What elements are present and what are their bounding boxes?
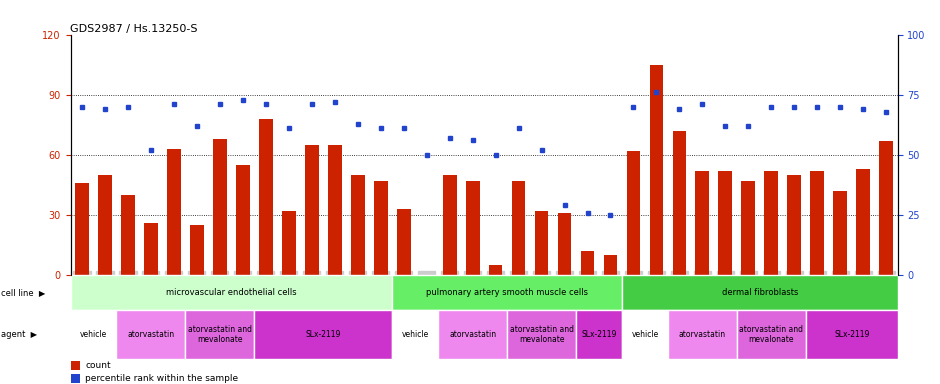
Bar (764, 171, 778, 275)
Bar (672, 131, 686, 275)
Text: atorvastatin and
mevalonate: atorvastatin and mevalonate (509, 324, 573, 344)
Bar (806, 310, 898, 359)
Bar (443, 175, 457, 275)
Bar (507, 310, 576, 359)
Text: percentile rank within the sample: percentile rank within the sample (86, 374, 239, 383)
Bar (213, 139, 227, 275)
Bar (622, 310, 668, 359)
Bar (834, 191, 847, 275)
Bar (603, 255, 618, 275)
Bar (718, 171, 732, 275)
Bar (144, 223, 158, 275)
Bar (856, 169, 870, 275)
Text: agent  ▶: agent ▶ (1, 330, 37, 339)
Bar (70, 310, 117, 359)
Text: GDS2987 / Hs.13250-S: GDS2987 / Hs.13250-S (70, 24, 198, 34)
Bar (328, 145, 341, 275)
Bar (121, 195, 134, 275)
Bar (557, 213, 572, 275)
Text: vehicle: vehicle (632, 330, 659, 339)
Bar (879, 141, 893, 275)
Bar (581, 251, 594, 275)
Bar (351, 175, 365, 275)
Bar (489, 265, 503, 275)
Bar (650, 65, 664, 275)
Bar (374, 181, 387, 275)
Bar (788, 175, 801, 275)
Bar (185, 310, 255, 359)
Bar (282, 211, 296, 275)
Bar (535, 211, 548, 275)
Bar (627, 151, 640, 275)
Bar (75, 183, 89, 275)
Text: pulmonary artery smooth muscle cells: pulmonary artery smooth muscle cells (426, 288, 588, 297)
Bar (117, 310, 185, 359)
Text: atorvastatin: atorvastatin (679, 330, 726, 339)
Text: dermal fibroblasts: dermal fibroblasts (722, 288, 798, 297)
Bar (438, 310, 507, 359)
Bar (70, 275, 392, 310)
Bar (465, 181, 479, 275)
Bar (668, 310, 737, 359)
Bar (696, 171, 710, 275)
Text: vehicle: vehicle (401, 330, 429, 339)
Text: microvascular endothelial cells: microvascular endothelial cells (166, 288, 297, 297)
Bar (737, 310, 806, 359)
Bar (622, 275, 898, 310)
Bar (305, 145, 319, 275)
Bar (70, 361, 81, 370)
Bar (167, 149, 180, 275)
Bar (810, 171, 824, 275)
Bar (576, 310, 622, 359)
Bar (392, 275, 622, 310)
Bar (70, 374, 81, 383)
Text: SLx-2119: SLx-2119 (306, 330, 341, 339)
Bar (258, 119, 273, 275)
Bar (255, 310, 392, 359)
Bar (190, 225, 204, 275)
Text: atorvastatin and
mevalonate: atorvastatin and mevalonate (740, 324, 804, 344)
Bar (742, 181, 755, 275)
Text: vehicle: vehicle (80, 330, 107, 339)
Bar (511, 181, 525, 275)
Text: atorvastatin: atorvastatin (449, 330, 496, 339)
Text: count: count (86, 361, 111, 370)
Bar (236, 165, 250, 275)
Text: SLx-2119: SLx-2119 (834, 330, 870, 339)
Bar (397, 209, 411, 275)
Text: cell line  ▶: cell line ▶ (1, 288, 45, 297)
Text: atorvastatin: atorvastatin (127, 330, 175, 339)
Text: atorvastatin and
mevalonate: atorvastatin and mevalonate (188, 324, 252, 344)
Bar (392, 310, 438, 359)
Bar (98, 175, 112, 275)
Text: SLx-2119: SLx-2119 (581, 330, 617, 339)
